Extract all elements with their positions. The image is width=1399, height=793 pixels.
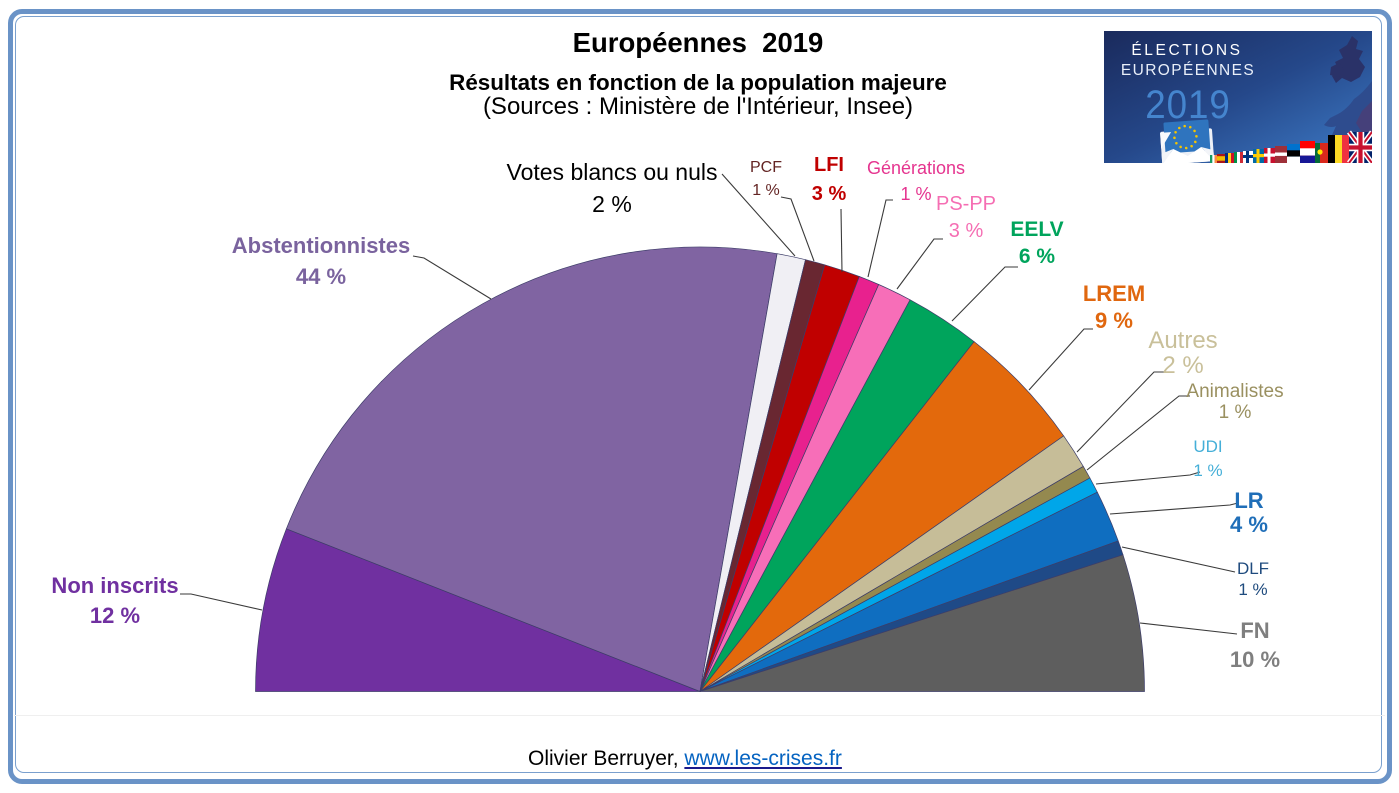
svg-text:ÉLECTIONS: ÉLECTIONS (1131, 42, 1242, 59)
svg-text:EUROPÉENNES: EUROPÉENNES (1121, 62, 1255, 79)
svg-text:2019: 2019 (1145, 83, 1231, 128)
